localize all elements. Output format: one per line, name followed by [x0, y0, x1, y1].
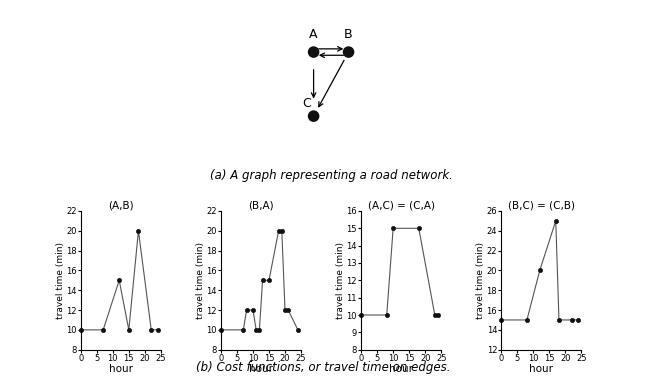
Circle shape	[344, 47, 353, 57]
Y-axis label: travel time (min): travel time (min)	[196, 242, 205, 319]
X-axis label: hour: hour	[109, 364, 133, 374]
X-axis label: hour: hour	[389, 364, 413, 374]
Title: (A,B): (A,B)	[108, 200, 134, 210]
Text: A: A	[309, 28, 318, 41]
Y-axis label: travel time (min): travel time (min)	[336, 242, 345, 319]
Title: (B,C) = (C,B): (B,C) = (C,B)	[508, 200, 575, 210]
X-axis label: hour: hour	[529, 364, 554, 374]
Text: (a) A graph representing a road network.: (a) A graph representing a road network.	[210, 168, 452, 182]
Text: (b) Cost functions, or travel time on edges.: (b) Cost functions, or travel time on ed…	[196, 361, 450, 374]
X-axis label: hour: hour	[249, 364, 273, 374]
Text: B: B	[344, 28, 353, 41]
Text: C: C	[302, 97, 311, 109]
Y-axis label: travel time (min): travel time (min)	[476, 242, 485, 319]
Title: (B,A): (B,A)	[248, 200, 274, 210]
Title: (A,C) = (C,A): (A,C) = (C,A)	[368, 200, 435, 210]
Circle shape	[309, 111, 318, 121]
Circle shape	[309, 47, 318, 57]
Y-axis label: travel time (min): travel time (min)	[56, 242, 65, 319]
